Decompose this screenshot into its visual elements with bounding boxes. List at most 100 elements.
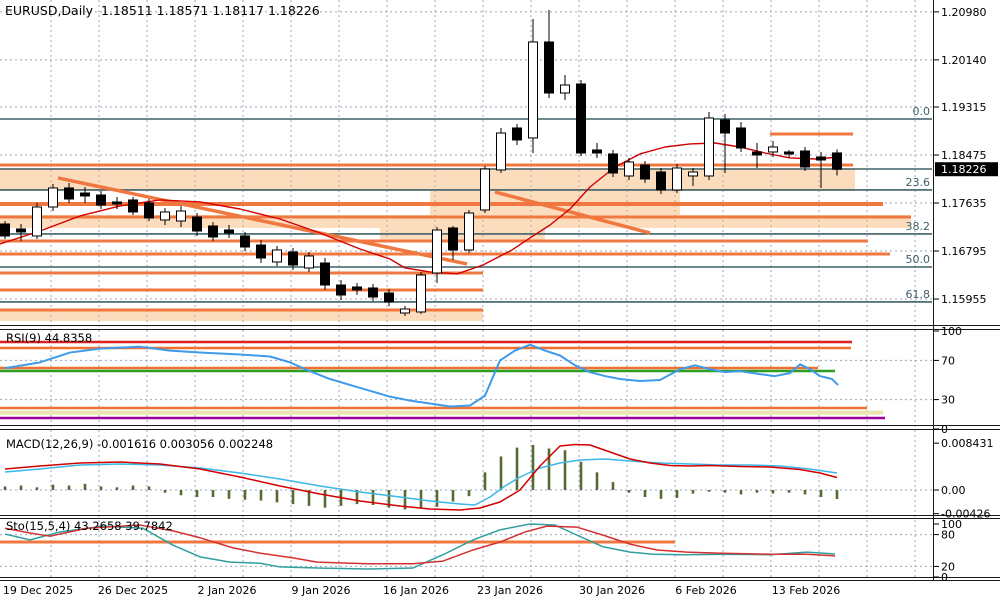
frame xyxy=(0,0,1000,581)
svg-text:30: 30 xyxy=(941,394,955,407)
candle xyxy=(560,84,570,94)
svg-text:2 Jan 2026: 2 Jan 2026 xyxy=(198,584,257,597)
candle xyxy=(608,153,618,174)
candle xyxy=(704,117,714,177)
candle xyxy=(464,212,474,251)
candle xyxy=(368,287,378,298)
svg-text:1.18226: 1.18226 xyxy=(941,163,987,176)
candle xyxy=(64,187,74,200)
candle xyxy=(224,229,234,234)
current-price-badge: 1.18226 xyxy=(935,162,998,177)
candle xyxy=(768,146,778,153)
candles xyxy=(0,9,842,316)
candle xyxy=(576,83,586,154)
candle xyxy=(448,227,458,251)
candle xyxy=(288,251,298,266)
svg-text:23.6: 23.6 xyxy=(906,176,931,189)
svg-text:38.2: 38.2 xyxy=(906,220,931,233)
ma-line xyxy=(0,142,841,275)
candle xyxy=(784,151,794,155)
candle xyxy=(112,201,122,205)
svg-text:0.0: 0.0 xyxy=(913,105,931,118)
svg-text:100: 100 xyxy=(941,518,962,531)
candle xyxy=(672,167,682,191)
svg-text:100: 100 xyxy=(941,325,962,338)
candle xyxy=(144,202,154,219)
svg-text:80: 80 xyxy=(941,529,955,542)
candle xyxy=(720,119,730,134)
candle xyxy=(336,284,346,296)
svg-text:1.16795: 1.16795 xyxy=(941,245,987,258)
candle xyxy=(640,164,650,180)
svg-text:61.8: 61.8 xyxy=(906,288,931,301)
svg-text:13 Feb 2026: 13 Feb 2026 xyxy=(772,584,840,597)
svg-text:20: 20 xyxy=(941,560,955,573)
svg-text:1.15955: 1.15955 xyxy=(941,293,987,306)
svg-text:1.19315: 1.19315 xyxy=(941,101,987,114)
svg-text:19 Dec 2025: 19 Dec 2025 xyxy=(3,584,73,597)
svg-text:0.00: 0.00 xyxy=(941,484,966,497)
candle xyxy=(256,244,266,259)
candle xyxy=(656,171,666,191)
candle xyxy=(128,199,138,213)
candle xyxy=(96,194,106,206)
svg-text:0: 0 xyxy=(941,423,948,436)
svg-text:1.20140: 1.20140 xyxy=(941,54,987,67)
svg-text:1.20980: 1.20980 xyxy=(941,6,987,19)
macd-panel xyxy=(3,443,839,511)
svg-text:0: 0 xyxy=(941,571,948,584)
candle xyxy=(352,286,362,291)
candle xyxy=(528,41,538,139)
candle xyxy=(752,151,762,156)
candle xyxy=(512,127,522,141)
candle xyxy=(800,150,810,168)
candle xyxy=(192,216,202,232)
svg-text:30 Jan 2026: 30 Jan 2026 xyxy=(579,584,645,597)
candle xyxy=(176,210,186,222)
candle xyxy=(688,171,698,177)
svg-text:-0.00426: -0.00426 xyxy=(941,508,990,521)
candle xyxy=(304,255,314,269)
svg-text:6 Feb 2026: 6 Feb 2026 xyxy=(675,584,736,597)
svg-text:26 Dec 2025: 26 Dec 2025 xyxy=(98,584,168,597)
svg-text:1.17635: 1.17635 xyxy=(941,197,987,210)
rsi-panel xyxy=(0,340,885,420)
candle xyxy=(208,225,218,238)
svg-text:70: 70 xyxy=(941,354,955,367)
sto-panel xyxy=(0,523,836,570)
candle xyxy=(320,262,330,286)
svg-text:1.18475: 1.18475 xyxy=(941,149,987,162)
candle xyxy=(160,211,170,221)
candle xyxy=(80,192,90,197)
zone xyxy=(0,167,855,191)
svg-text:50.0: 50.0 xyxy=(906,253,931,266)
candle xyxy=(32,206,42,237)
candle xyxy=(240,235,250,248)
candle xyxy=(544,41,554,94)
svg-text:0.008431: 0.008431 xyxy=(941,437,994,450)
trendlines xyxy=(57,176,651,266)
candle xyxy=(384,292,394,303)
zone xyxy=(0,309,483,321)
candle xyxy=(400,308,410,314)
svg-text:23 Jan 2026: 23 Jan 2026 xyxy=(477,584,543,597)
candle xyxy=(0,223,10,237)
candle xyxy=(48,187,58,208)
candle xyxy=(736,127,746,149)
candle xyxy=(624,161,634,177)
candle xyxy=(272,249,282,263)
candle xyxy=(16,228,26,233)
candle xyxy=(592,149,602,154)
price-axis[interactable]: 1.20980 1.20140 1.19315 1.18475 1.17635 1.167… xyxy=(933,6,994,584)
candle xyxy=(432,229,442,274)
svg-text:16 Jan 2026: 16 Jan 2026 xyxy=(383,584,449,597)
candle xyxy=(480,168,490,211)
candle xyxy=(496,132,506,171)
candle xyxy=(416,274,426,313)
candle xyxy=(816,156,826,161)
candle xyxy=(832,152,842,170)
date-axis[interactable]: 19 Dec 2025 26 Dec 2025 2 Jan 2026 9 Jan 20… xyxy=(3,584,840,597)
svg-text:9 Jan 2026: 9 Jan 2026 xyxy=(292,584,351,597)
